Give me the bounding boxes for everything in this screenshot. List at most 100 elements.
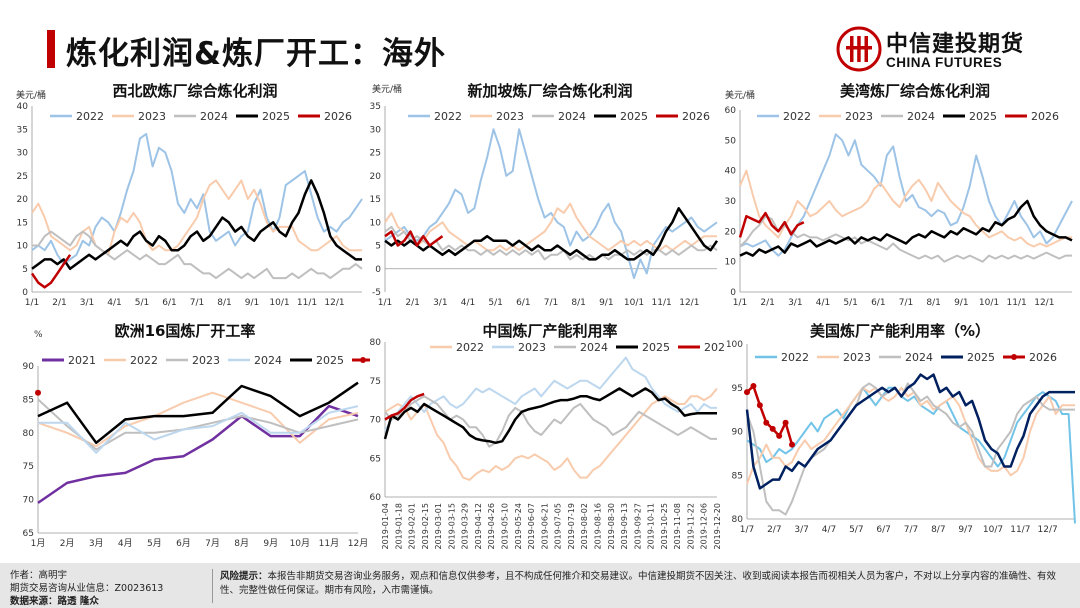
legend-label-2025: 2025 <box>316 354 344 367</box>
y-tick-label: 20 <box>370 172 382 182</box>
chart-svg: 中国炼厂产能利用率 60 65 70 75 80 2019-01-04 2019-01-18 2… <box>370 322 732 550</box>
x-tick-label: 2019-04-26 <box>487 503 496 550</box>
x-tick-label: 9/1 <box>599 298 613 308</box>
series-line-2024 <box>384 225 718 261</box>
series-marker-2026 <box>763 419 770 426</box>
y-axis-unit: 美元/桶 <box>372 83 402 95</box>
x-tick-label: 11/7 <box>1010 525 1030 535</box>
x-tick-label: 2019-10-11 <box>647 503 656 550</box>
y-tick-label: 75 <box>370 377 381 387</box>
series-marker-2026 <box>782 419 789 426</box>
x-tick-label: 9月 <box>263 538 278 549</box>
x-tick-label: 2019-06-07 <box>527 503 536 550</box>
x-tick-label: 2/1 <box>52 298 66 308</box>
footer-info: 作者：高明宇 期货交易咨询从业信息：Z0023613 数据来源：路透 隆众 <box>10 569 163 608</box>
x-tick-label: 2019-07-19 <box>567 503 576 550</box>
x-tick-label: 7/7 <box>904 525 918 535</box>
legend-marker-2026 <box>360 357 366 363</box>
x-tick-label: 8/1 <box>571 298 585 308</box>
x-tick-label: 2019-03-29 <box>461 503 470 550</box>
series-line-2025 <box>37 381 359 445</box>
x-tick-label: 2019-11-08 <box>673 503 682 550</box>
y-tick-label: 100 <box>726 340 743 350</box>
series-line-2023 <box>746 386 1075 485</box>
y-tick-label: 10 <box>370 218 382 228</box>
legend-label-2023: 2023 <box>518 341 546 354</box>
y-tick-label: 40 <box>725 167 737 177</box>
legend-label-2024: 2024 <box>254 354 282 367</box>
y-tick-label: 60 <box>725 106 737 116</box>
y-tick-label: 0 <box>730 288 736 298</box>
y-tick-label: 10 <box>725 258 737 268</box>
legend-label-2024: 2024 <box>907 110 935 123</box>
x-tick-label: 2019-10-25 <box>660 503 669 550</box>
y-tick-label: 20 <box>725 227 737 237</box>
series-line-2023 <box>384 356 717 432</box>
y-tick-label: 10 <box>17 242 29 252</box>
x-tick-label: 8/7 <box>931 525 945 535</box>
x-tick-label: 1月 <box>31 538 46 549</box>
license-number: Z0023613 <box>114 583 164 594</box>
logo-emblem-icon <box>836 26 882 72</box>
series-marker-2026 <box>750 383 757 389</box>
chart-3: 美湾炼厂综合炼化利润 美元/桶 0 10 20 30 40 50 60 1/1 2/1 3/1 4/1 5… <box>715 80 1080 320</box>
x-tick-label: 6/1 <box>871 298 885 308</box>
page-title: 炼化利润&炼厂开工：海外 <box>66 36 447 72</box>
x-tick-label: 12/7 <box>1038 525 1058 535</box>
x-tick-label: 4/1 <box>107 298 121 308</box>
x-tick-label: 2019-05-10 <box>501 503 510 550</box>
x-tick-label: 1/1 <box>733 298 747 308</box>
x-tick-label: 7/1 <box>899 298 913 308</box>
title-accent-bar <box>47 30 55 68</box>
y-tick-label: 5 <box>22 265 28 275</box>
x-tick-label: 7/1 <box>544 298 558 308</box>
x-tick-label: 2019-08-02 <box>580 503 589 550</box>
legend-label-2024: 2024 <box>200 110 228 123</box>
y-tick-label: 50 <box>725 136 737 146</box>
x-tick-label: 4/1 <box>816 298 830 308</box>
legend-label-2026: 2026 <box>324 110 352 123</box>
footer-divider <box>212 569 213 603</box>
legend-label-2022: 2022 <box>783 110 811 123</box>
legend-label-2023: 2023 <box>138 110 166 123</box>
x-tick-label: 2019-08-30 <box>607 503 616 550</box>
y-tick-label: 0 <box>375 265 381 275</box>
x-tick-label: 1/1 <box>378 298 392 308</box>
y-tick-label: 35 <box>370 102 381 112</box>
chart-1: 西北欧炼厂综合炼化利润 美元/桶 0 5 10 15 20 25 30 35 40 1/1 2/1 3/1… <box>0 80 370 320</box>
x-tick-label: 2019-01-04 <box>381 503 390 550</box>
series-marker-2026 <box>776 432 783 439</box>
series-marker-2026 <box>756 402 763 409</box>
x-tick-label: 8月 <box>234 538 249 549</box>
legend-label-2025: 2025 <box>642 341 670 354</box>
y-tick-label: 30 <box>725 197 737 207</box>
y-axis-unit: % <box>34 330 43 340</box>
x-tick-label: 12/1 <box>324 298 344 308</box>
x-tick-label: 3/1 <box>433 298 447 308</box>
y-tick-label: 65 <box>370 454 381 464</box>
series-line-2026 <box>384 392 425 421</box>
legend-label-2023: 2023 <box>192 354 220 367</box>
x-tick-label: 2019-05-24 <box>514 503 523 550</box>
x-tick-label: 2/1 <box>760 298 774 308</box>
series-line-2025 <box>384 207 719 261</box>
x-tick-label: 6/1 <box>516 298 530 308</box>
legend-label-2024: 2024 <box>558 110 586 123</box>
chart-title: 美国炼厂产能利用率（%） <box>810 322 990 340</box>
x-tick-label: 11/1 <box>1007 298 1027 308</box>
series-line-2026 <box>384 230 444 247</box>
series-line-2021 <box>37 404 359 504</box>
series-line-2023 <box>384 202 717 252</box>
x-tick-label: 3月 <box>89 538 104 549</box>
x-tick-label: 2019-12-20 <box>713 503 722 550</box>
legend-label-2021: 2021 <box>68 354 96 367</box>
y-tick-label: -5 <box>372 288 381 298</box>
x-tick-label: 5/7 <box>849 525 863 535</box>
y-axis-unit: 美元/桶 <box>16 89 46 101</box>
series-marker-2026 <box>789 441 796 448</box>
x-tick-label: 12/1 <box>679 298 699 308</box>
series-line-2022 <box>384 128 718 280</box>
x-tick-label: 6/1 <box>162 298 176 308</box>
x-tick-label: 2019-01-18 <box>394 503 403 550</box>
